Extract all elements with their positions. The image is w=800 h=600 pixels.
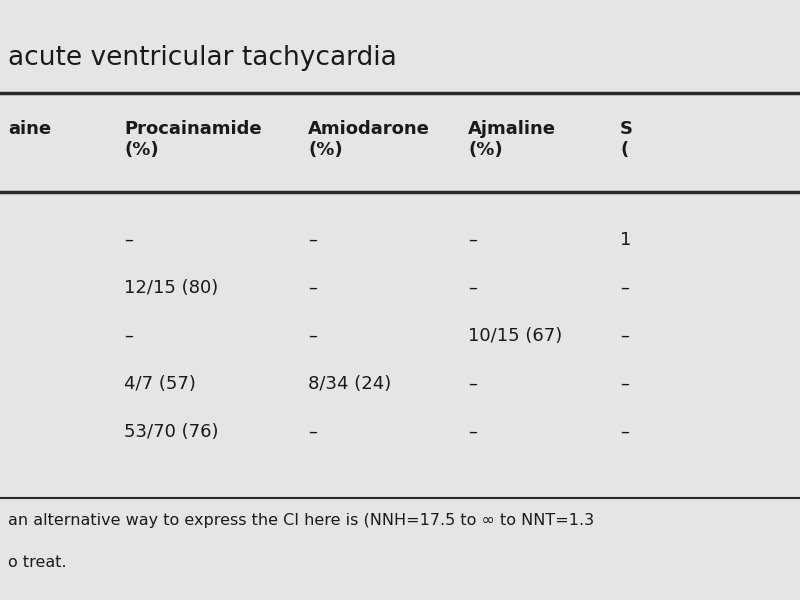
- Text: –: –: [124, 327, 133, 345]
- Text: Procainamide
(%): Procainamide (%): [124, 120, 262, 159]
- Text: 12/15 (80): 12/15 (80): [124, 279, 218, 297]
- Text: aine: aine: [8, 120, 51, 138]
- Text: –: –: [468, 279, 477, 297]
- Text: –: –: [308, 279, 317, 297]
- Text: –: –: [620, 375, 629, 393]
- Text: –: –: [308, 231, 317, 249]
- Text: –: –: [468, 423, 477, 441]
- Text: an alternative way to express the CI here is (NNH=17.5 to ∞ to NNT=1.3: an alternative way to express the CI her…: [8, 513, 594, 528]
- Text: acute ventricular tachycardia: acute ventricular tachycardia: [8, 45, 397, 71]
- Text: Ajmaline
(%): Ajmaline (%): [468, 120, 556, 159]
- Text: 4/7 (57): 4/7 (57): [124, 375, 196, 393]
- Text: –: –: [620, 423, 629, 441]
- Text: –: –: [308, 423, 317, 441]
- Text: –: –: [308, 327, 317, 345]
- Text: S
(: S (: [620, 120, 633, 159]
- Text: 1: 1: [620, 231, 631, 249]
- Text: –: –: [620, 327, 629, 345]
- Text: 53/70 (76): 53/70 (76): [124, 423, 218, 441]
- Text: –: –: [468, 375, 477, 393]
- Text: o treat.: o treat.: [8, 555, 66, 570]
- Text: –: –: [468, 231, 477, 249]
- Text: –: –: [620, 279, 629, 297]
- Text: 8/34 (24): 8/34 (24): [308, 375, 391, 393]
- Text: Amiodarone
(%): Amiodarone (%): [308, 120, 430, 159]
- Text: 10/15 (67): 10/15 (67): [468, 327, 562, 345]
- Text: –: –: [124, 231, 133, 249]
